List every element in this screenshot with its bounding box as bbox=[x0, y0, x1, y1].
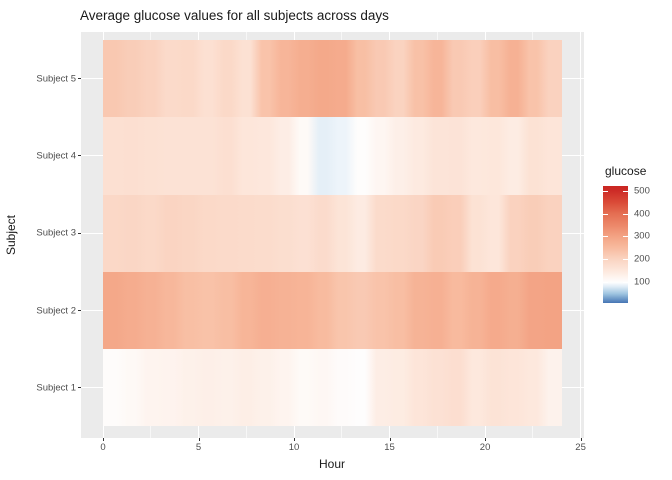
heatmap-row-subject-5 bbox=[103, 40, 562, 118]
legend-tick-mark bbox=[603, 282, 608, 284]
legend-tick-label: 200 bbox=[634, 253, 650, 265]
y-axis-tick bbox=[78, 387, 81, 389]
y-axis-tick-label: Subject 4 bbox=[36, 150, 76, 162]
x-axis-tick-label: 5 bbox=[195, 442, 202, 453]
legend-tick-label: 400 bbox=[634, 208, 650, 220]
legend-tick-mark bbox=[603, 190, 608, 192]
major-gridline bbox=[580, 32, 582, 438]
x-axis-tick-label: 20 bbox=[479, 442, 491, 453]
y-axis-tick-label: Subject 5 bbox=[36, 73, 76, 85]
y-axis-tick bbox=[78, 155, 81, 157]
plot-title: Average glucose values for all subjects … bbox=[80, 8, 389, 23]
y-axis-title: Subject bbox=[4, 214, 18, 256]
x-axis-title: Hour bbox=[318, 457, 346, 471]
legend-title: glucose bbox=[605, 164, 647, 178]
y-axis-tick bbox=[78, 310, 81, 312]
x-axis-tick-label: 10 bbox=[288, 442, 300, 453]
heatmap-row-subject-4 bbox=[103, 117, 562, 195]
legend-tick-label: 300 bbox=[634, 230, 650, 242]
legend-tick-mark bbox=[623, 236, 628, 238]
y-axis-tick-label: Subject 2 bbox=[36, 305, 76, 317]
x-axis-tick bbox=[103, 438, 104, 441]
legend-tick-mark bbox=[623, 259, 628, 261]
heatmap-row-subject-1 bbox=[103, 349, 562, 427]
heatmap-row-subject-2 bbox=[103, 271, 562, 350]
legend-tick-mark bbox=[603, 259, 608, 261]
legend-colorbar bbox=[603, 186, 628, 303]
x-axis-tick-label: 0 bbox=[100, 442, 106, 453]
legend-tick-label: 100 bbox=[634, 276, 650, 288]
x-axis-tick bbox=[198, 438, 200, 441]
legend-tick-mark bbox=[603, 236, 608, 238]
legend-tick-mark bbox=[603, 213, 608, 215]
x-axis-tick bbox=[485, 438, 487, 441]
legend-tick-label: 500 bbox=[634, 185, 650, 197]
y-axis-tick bbox=[78, 232, 81, 234]
y-axis-tick-label: Subject 3 bbox=[36, 227, 76, 239]
x-axis-tick bbox=[294, 438, 296, 441]
x-axis-tick-label: 25 bbox=[575, 442, 586, 453]
x-axis-tick-label: 15 bbox=[384, 442, 395, 453]
plot-panel bbox=[81, 32, 584, 438]
legend-tick-mark bbox=[623, 190, 628, 192]
y-axis-tick bbox=[78, 78, 81, 80]
legend-tick-mark bbox=[623, 213, 628, 215]
heatmap-row-subject-3 bbox=[103, 194, 562, 272]
x-axis-tick bbox=[389, 438, 391, 441]
x-axis-tick bbox=[580, 438, 582, 441]
y-axis-tick-label: Subject 1 bbox=[36, 382, 76, 394]
legend-tick-mark bbox=[623, 282, 628, 284]
